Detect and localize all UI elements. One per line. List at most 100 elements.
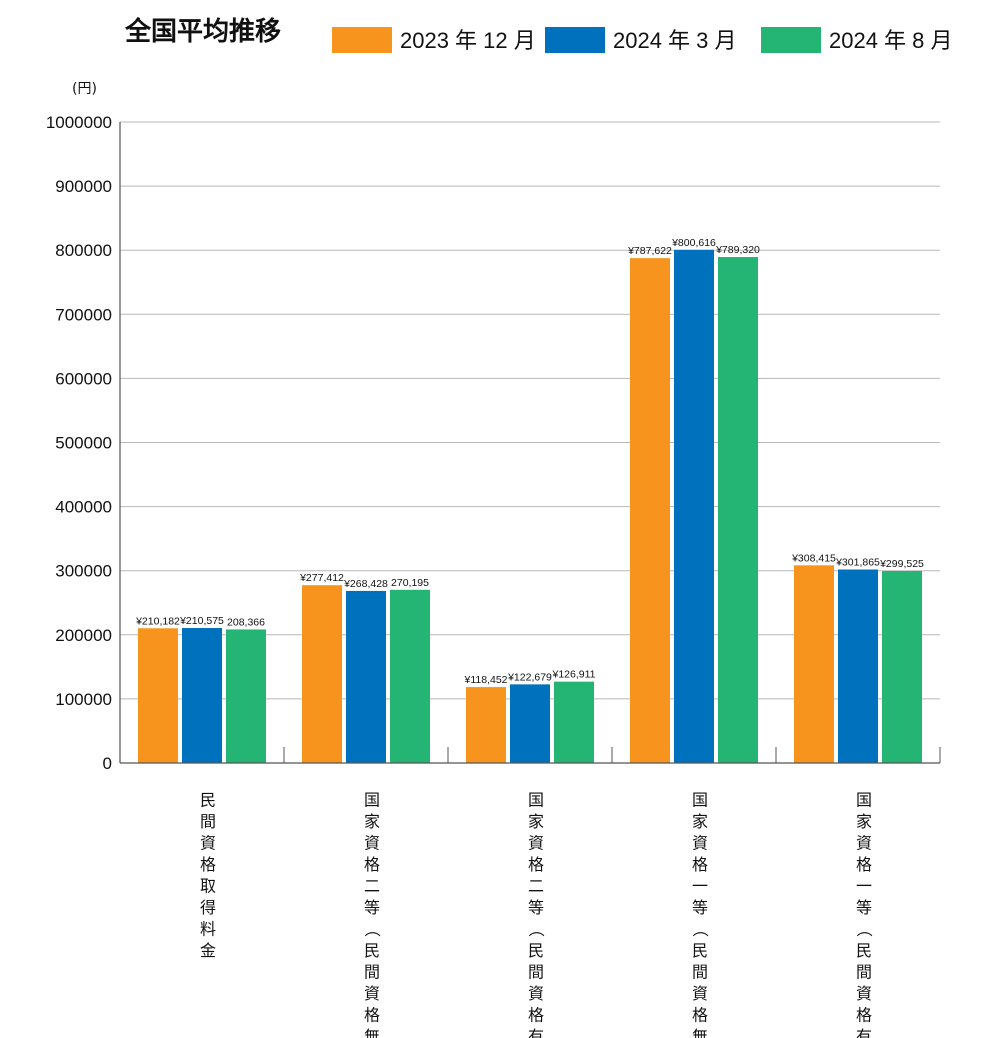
bar: [226, 629, 266, 763]
category-label-char: 一: [692, 877, 708, 896]
legend-swatch: [332, 27, 392, 53]
category-label-char: 民: [200, 791, 216, 810]
data-label: ¥118,452: [463, 674, 507, 686]
bar: [718, 257, 758, 763]
category-label-char: 格: [856, 1006, 872, 1025]
data-label: ¥277,412: [299, 572, 344, 584]
category-label-char: 民: [692, 941, 708, 960]
category-label-char: 間: [528, 963, 544, 982]
category-label-char: 民: [856, 941, 872, 960]
data-label: ¥268,428: [343, 578, 388, 590]
category-label-char: 料: [200, 920, 216, 939]
y-tick-label: 1000000: [46, 113, 112, 132]
category-label-char: 民: [364, 941, 380, 960]
data-label: 208,366: [227, 616, 265, 628]
category-label-char: 一: [856, 877, 872, 896]
category-label-char: 格: [856, 855, 872, 874]
category-label-char: 金: [200, 941, 216, 960]
category-label-char: 資: [528, 834, 544, 853]
legend-swatch: [761, 27, 821, 53]
category-label-char: 国: [528, 791, 544, 810]
category-label-char: 家: [364, 812, 380, 831]
y-tick-label: 900000: [55, 177, 112, 196]
category-label-char: 有: [528, 1027, 544, 1038]
category-label-char: 国: [692, 791, 708, 810]
category-label-char: 資: [528, 984, 544, 1003]
bar: [182, 628, 222, 763]
y-axis-ticks: 0 100000 200000 300000 400000 500000 600000 700…: [46, 113, 112, 773]
bar: [390, 589, 430, 763]
category-label-char: 間: [692, 963, 708, 982]
category-label-char: 資: [692, 984, 708, 1003]
category-label-char: 無: [364, 1027, 380, 1038]
category-label-char: 家: [856, 812, 872, 831]
chart-title: 全国平均推移: [124, 16, 281, 47]
category-label-char: （: [691, 921, 710, 937]
bar: [510, 684, 550, 763]
category-label-char: 資: [200, 834, 216, 853]
category-label-char: 格: [528, 855, 544, 874]
category-label-char: （: [363, 921, 382, 937]
y-tick-label: 800000: [55, 241, 112, 260]
category-label-char: 家: [692, 812, 708, 831]
data-label: ¥210,575: [179, 615, 224, 627]
legend-label: 2024 年 3 月: [613, 28, 737, 53]
bar: [138, 628, 178, 763]
data-label: ¥122,679: [507, 671, 552, 683]
category-label-char: 等: [856, 898, 872, 917]
category-label-char: 得: [200, 898, 216, 917]
category-labels: 民間資格取得料金国家資格二等（民間資格無）国家資格二等（民間資格有）国家資格一等…: [200, 791, 874, 1038]
category-label-char: （: [855, 921, 874, 937]
data-label: 270,195: [391, 577, 429, 589]
bar: [674, 249, 714, 763]
category-label-char: 資: [856, 984, 872, 1003]
y-tick-label: 400000: [55, 498, 112, 517]
category-label-char: 格: [364, 855, 380, 874]
data-label: ¥308,415: [791, 552, 836, 564]
y-tick-label: 300000: [55, 562, 112, 581]
category-label-char: 間: [856, 963, 872, 982]
category-label-char: 国: [364, 791, 380, 810]
legend-label: 2024 年 8 月: [829, 28, 953, 53]
category-label-char: 格: [528, 1006, 544, 1025]
legend: 2023 年 12 月 2024 年 3 月 2024 年 8 月: [332, 27, 953, 53]
bars: [138, 249, 922, 763]
category-label-char: 格: [692, 855, 708, 874]
category-label-char: 等: [528, 898, 544, 917]
y-tick-label: 600000: [55, 369, 112, 388]
y-axis-unit-label: (円): [72, 81, 97, 97]
bar: [554, 681, 594, 763]
legend-label: 2023 年 12 月: [400, 28, 536, 53]
data-label: ¥787,622: [627, 245, 672, 257]
category-label-char: 家: [528, 812, 544, 831]
data-labels: ¥210,182 ¥210,575 208,366 ¥277,412 ¥268,428 2…: [135, 237, 924, 686]
data-label: ¥789,320: [715, 244, 760, 256]
category-label-char: 等: [692, 898, 708, 917]
category-label-char: 資: [692, 834, 708, 853]
y-tick-label: 0: [103, 754, 112, 773]
y-tick-label: 100000: [55, 690, 112, 709]
data-label: ¥126,911: [551, 669, 595, 681]
data-label: ¥299,525: [879, 558, 924, 570]
category-label-char: 間: [364, 963, 380, 982]
category-label-char: 資: [364, 984, 380, 1003]
data-label: ¥301,865: [835, 557, 880, 569]
category-label-char: 等: [364, 898, 380, 917]
data-label: ¥210,182: [135, 615, 180, 627]
bar: [466, 687, 506, 763]
axes: [119, 122, 941, 764]
category-label-char: （: [527, 921, 546, 937]
y-tick-label: 700000: [55, 305, 112, 324]
data-label: ¥800,616: [671, 237, 716, 249]
bar: [882, 571, 922, 763]
category-label-char: 有: [856, 1027, 872, 1038]
category-label-char: 資: [856, 834, 872, 853]
bar: [630, 258, 670, 763]
category-label-char: 格: [200, 855, 216, 874]
bar: [346, 590, 386, 763]
y-tick-label: 200000: [55, 626, 112, 645]
